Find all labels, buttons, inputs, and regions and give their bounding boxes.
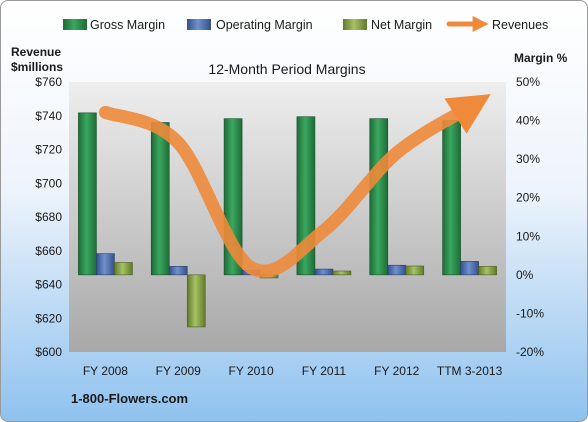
- net-margin-bar: [405, 265, 425, 276]
- x-tick-label: TTM 3-2013: [437, 364, 503, 378]
- x-tick-label: FY 2008: [83, 364, 128, 378]
- legend-item-operating-margin: Operating Margin: [187, 18, 313, 32]
- left-tick-label: $620: [35, 311, 62, 325]
- gross-margin-bar: [369, 118, 389, 276]
- left-tick-label: $600: [35, 345, 62, 359]
- net-margin-bar: [478, 266, 497, 276]
- x-tick-label: FY 2010: [229, 364, 274, 378]
- right-tick-label: 20%: [516, 191, 540, 205]
- legend-swatch-operating-margin: [187, 19, 211, 30]
- right-tick-label: 0%: [516, 268, 534, 282]
- legend-label-net-margin: Net Margin: [371, 18, 432, 32]
- right-tick-label: -10%: [516, 306, 544, 320]
- left-axis: $600 $620 $640 $660 $680 $700 $720 $740 $760: [35, 75, 62, 359]
- right-axis-label: Margin %: [514, 51, 568, 65]
- legend-item-net-margin: Net Margin: [343, 18, 432, 32]
- left-tick-label: $660: [35, 244, 62, 258]
- right-tick-label: -20%: [516, 345, 544, 359]
- left-axis-label-line1: Revenue: [11, 45, 61, 59]
- revenue-series: [98, 94, 491, 278]
- left-tick-label: $680: [35, 210, 62, 224]
- legend-item-revenues: Revenues: [446, 15, 548, 33]
- operating-margin-bar: [314, 268, 334, 276]
- right-axis: -20% -10% 0% 10% 20% 30% 40% 50%: [516, 75, 544, 359]
- right-tick-label: 30%: [516, 152, 540, 166]
- legend-label-gross-margin: Gross Margin: [90, 18, 165, 32]
- left-tick-label: $640: [35, 278, 62, 292]
- gross-margin-bar: [150, 122, 170, 276]
- left-tick-label: $700: [35, 176, 62, 190]
- legend-swatch-gross-margin: [63, 19, 87, 30]
- source-credit: 1-800-Flowers.com: [71, 391, 188, 406]
- operating-margin-bar: [96, 253, 115, 276]
- legend-label-operating-margin: Operating Margin: [216, 18, 313, 32]
- left-tick-label: $720: [35, 143, 62, 157]
- left-axis-label-line2: $millions: [11, 60, 63, 74]
- legend-item-gross-margin: Gross Margin: [63, 18, 165, 32]
- operating-margin-bar: [387, 264, 407, 276]
- gross-margin-bar: [78, 112, 97, 276]
- revenue-line: [98, 94, 491, 278]
- right-tick-label: 40%: [516, 114, 540, 128]
- net-margin-bar: [186, 274, 206, 328]
- net-margin-bar: [114, 262, 133, 276]
- net-margin-bar: [332, 270, 352, 276]
- operating-margin-bar: [460, 261, 479, 276]
- right-tick-label: 50%: [516, 75, 540, 89]
- x-tick-label: FY 2012: [374, 364, 419, 378]
- left-tick-label: $740: [35, 109, 62, 123]
- legend-label-revenues: Revenues: [492, 18, 548, 32]
- x-axis: FY 2008 FY 2009 FY 2010 FY 2011 FY 2012 TTM 3…: [83, 364, 503, 378]
- legend: Gross Margin Operating Margin Net Margin…: [63, 15, 548, 33]
- left-tick-label: $760: [35, 75, 62, 89]
- x-tick-label: FY 2011: [302, 364, 347, 378]
- x-tick-label: FY 2009: [156, 364, 201, 378]
- chart-title: 12-Month Period Margins: [208, 61, 365, 77]
- right-tick-label: 10%: [516, 229, 540, 243]
- operating-margin-bar: [168, 266, 188, 276]
- gross-margin-bar: [442, 120, 461, 276]
- legend-swatch-net-margin: [343, 19, 367, 30]
